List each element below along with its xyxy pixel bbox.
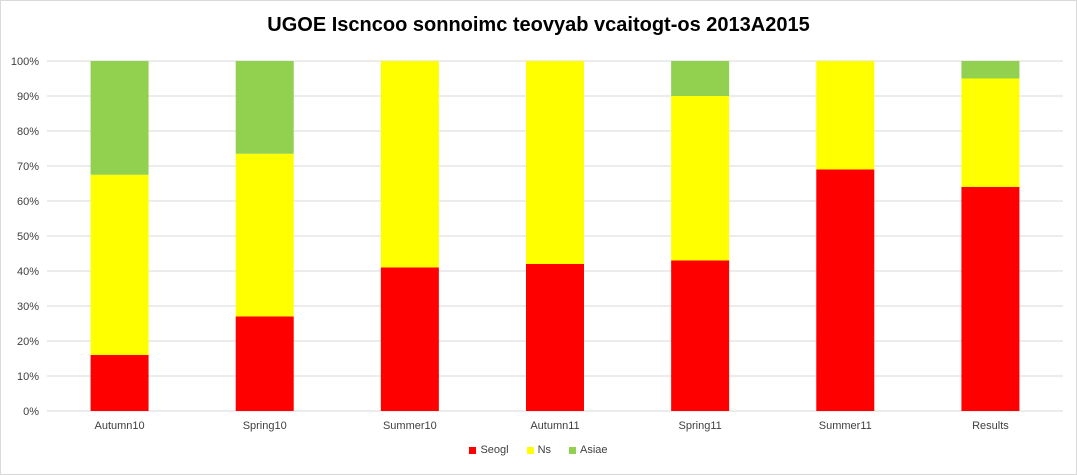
bar-segment-asiae — [961, 61, 1020, 79]
y-tick-label: 70% — [17, 161, 39, 173]
legend-label: Ns — [537, 444, 552, 456]
legend-label: Asiae — [580, 444, 608, 456]
x-tick-label: Summer11 — [819, 420, 872, 432]
y-tick-label: 80% — [17, 126, 39, 138]
y-tick-label: 20% — [17, 336, 39, 348]
bar-segment-ns — [235, 153, 294, 317]
x-tick-label: Spring10 — [243, 420, 287, 432]
chart-title: UGOE Iscncoo sonnoimc teovyab vcaitogt-o… — [267, 14, 810, 36]
legend-label: Seogl — [480, 444, 509, 456]
legend-swatch — [569, 446, 577, 454]
bar-segment-seogl — [816, 169, 875, 411]
x-tick-label: Results — [972, 420, 1009, 432]
y-tick-label: 0% — [23, 406, 39, 418]
chart-legend: Seogl Ns Asiae — [0, 444, 1077, 456]
legend-item: Ns — [526, 444, 552, 456]
y-tick-label: 100% — [11, 56, 39, 68]
bar-segment-seogl — [235, 316, 294, 411]
x-tick-label: Autumn10 — [94, 420, 144, 432]
bar-segment-seogl — [671, 260, 730, 411]
bar-segment-asiae — [671, 61, 730, 96]
legend-swatch — [469, 446, 477, 454]
bar-segment-ns — [671, 96, 730, 261]
y-tick-label: 50% — [17, 231, 39, 243]
legend-swatch — [526, 446, 534, 454]
legend-item: Seogl — [469, 444, 509, 456]
bar-segment-seogl — [526, 264, 584, 411]
bar-segment-ns — [90, 174, 149, 355]
y-tick-label: 10% — [17, 371, 39, 383]
y-tick-label: 40% — [17, 266, 39, 278]
legend-item: Asiae — [569, 444, 608, 456]
bar-segment-seogl — [961, 187, 1020, 411]
bar-segment-ns — [816, 61, 875, 170]
bar-segment-seogl — [380, 267, 439, 411]
bar-segment-asiae — [90, 61, 149, 175]
bar-segment-ns — [380, 61, 439, 268]
bar-segment-asiae — [235, 61, 294, 154]
x-tick-label: Spring11 — [679, 420, 722, 432]
y-tick-label: 90% — [17, 91, 39, 103]
x-tick-label: Autumn11 — [530, 420, 579, 432]
y-tick-label: 30% — [17, 301, 39, 313]
bar-segment-seogl — [90, 355, 149, 411]
x-tick-label: Summer10 — [383, 420, 437, 432]
y-tick-label: 60% — [17, 196, 39, 208]
bar-segment-ns — [961, 78, 1020, 187]
bar-segment-ns — [526, 61, 584, 264]
